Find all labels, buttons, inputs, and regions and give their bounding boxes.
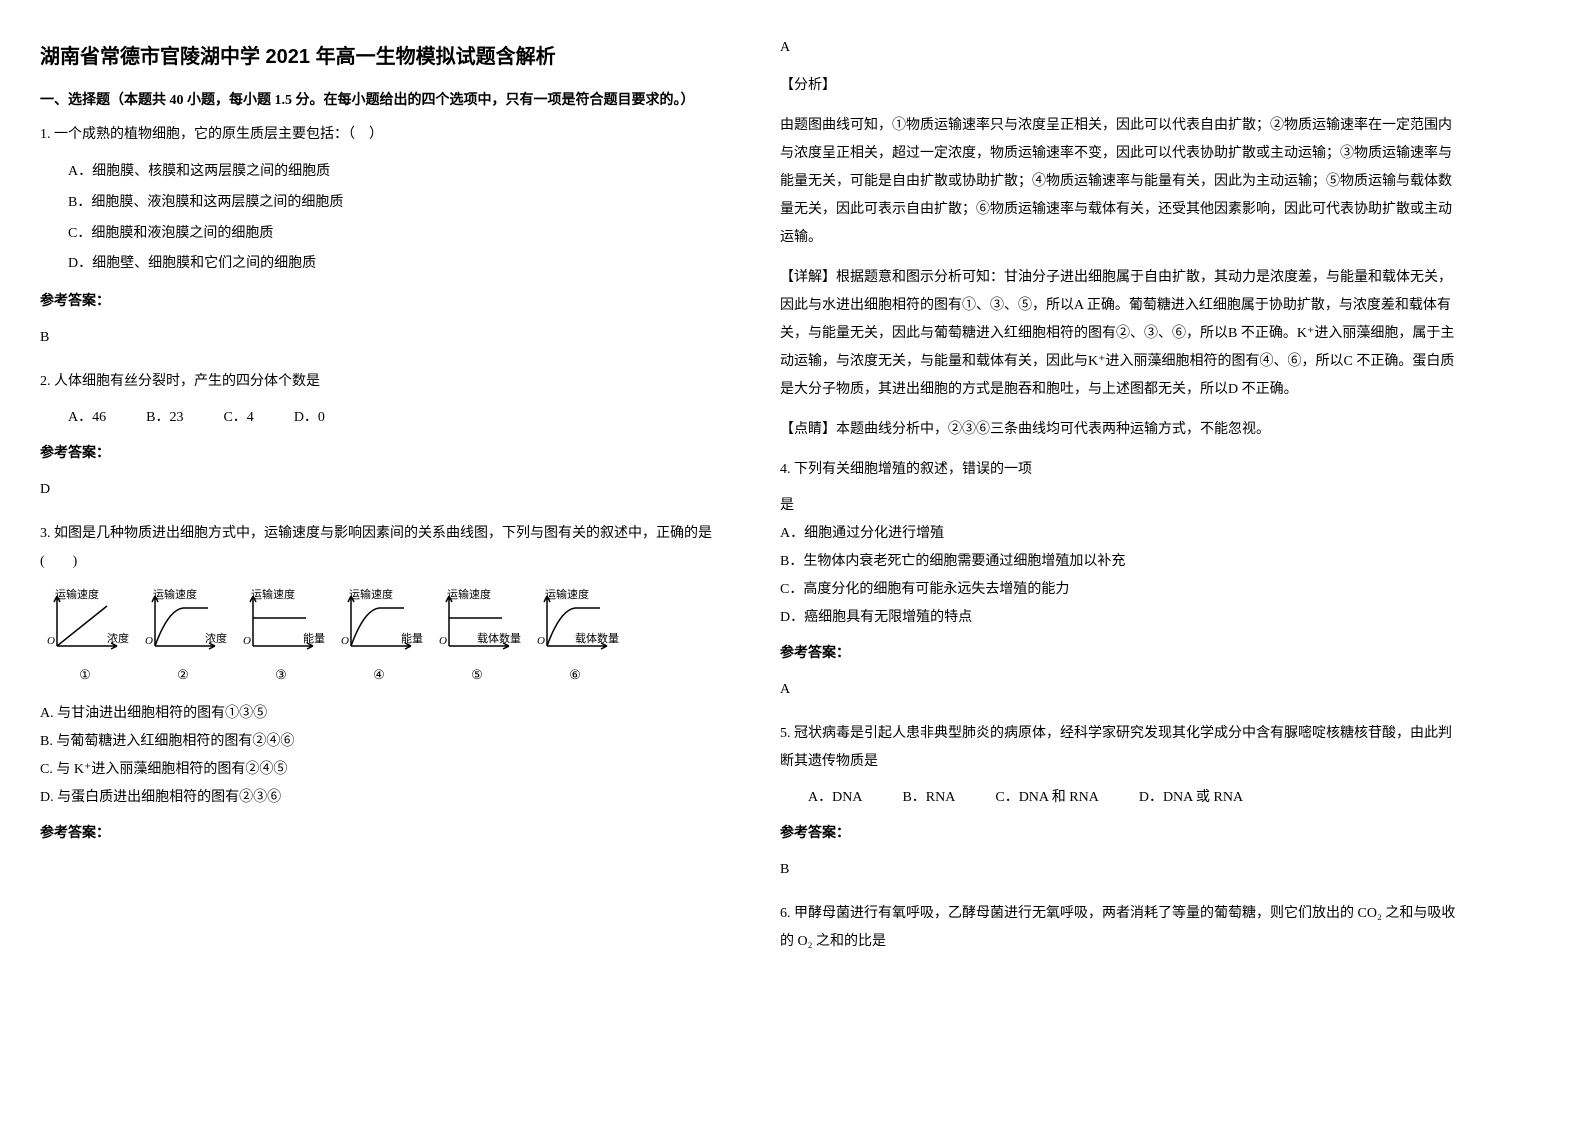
chart-ylabel-4: 运输速度 <box>349 584 393 606</box>
q3-point-label: 【点睛】 <box>780 422 836 437</box>
chart-num-4: ④ <box>373 662 385 688</box>
question-1: 1. 一个成熟的植物细胞，它的原生质层主要包括：（ ） A．细胞膜、核膜和这两层… <box>40 121 720 352</box>
q2-answer: D <box>40 476 720 504</box>
chart-origin-3: O <box>243 630 251 652</box>
q3-answer-label: 参考答案： <box>40 820 720 848</box>
chart-xlabel-4: 能量 <box>401 628 423 650</box>
chart-box-1: 运输速度O浓度 <box>45 588 125 658</box>
chart-origin-5: O <box>439 630 447 652</box>
chart-origin-2: O <box>145 630 153 652</box>
q4-opt-a: A．细胞通过分化进行增殖 <box>780 520 1460 548</box>
chart-num-5: ⑤ <box>471 662 483 688</box>
q1-opt-d: D．细胞壁、细胞膜和它们之间的细胞质 <box>68 249 720 280</box>
chart-6: 运输速度O载体数量 ⑥ <box>530 588 620 688</box>
q5-opt-c: C．DNA 和 RNA <box>995 784 1098 812</box>
right-column: A 【分析】 由题图曲线可知，①物质运输速率只与浓度呈正相关，因此可以代表自由扩… <box>780 40 1460 972</box>
chart-xlabel-5: 载体数量 <box>477 628 521 650</box>
chart-num-1: ① <box>79 662 91 688</box>
chart-box-5: 运输速度O载体数量 <box>437 588 517 658</box>
chart-ylabel-1: 运输速度 <box>55 584 99 606</box>
q3-charts: 运输速度O浓度 ① 运输速度O浓度 ② 运输速度O能量 ③ 运输速度O能量 ④ 运输速度O载体数… <box>40 588 720 688</box>
chart-1: 运输速度O浓度 ① <box>40 588 130 688</box>
question-3: 3. 如图是几种物质进出细胞方式中，运输速度与影响因素间的关系曲线图，下列与图有… <box>40 520 720 848</box>
q5-answer: B <box>780 856 1460 884</box>
question-5: 5. 冠状病毒是引起人患非典型肺炎的病原体，经科学家研究发现其化学成分中含有脲嘧… <box>780 720 1460 884</box>
q3-analysis: 【分析】 <box>780 72 1460 100</box>
q6-text: 6. 甲酵母菌进行有氧呼吸，乙酵母菌进行无氧呼吸，两者消耗了等量的葡萄糖，则它们… <box>780 900 1460 956</box>
q1-options: A．细胞膜、核膜和这两层膜之间的细胞质 B．细胞膜、液泡膜和这两层膜之间的细胞质… <box>40 157 720 280</box>
q5-answer-label: 参考答案： <box>780 820 1460 848</box>
q2-opt-a: A．46 <box>68 404 106 432</box>
chart-num-2: ② <box>177 662 189 688</box>
chart-box-3: 运输速度O能量 <box>241 588 321 658</box>
q4-opt-c: C．高度分化的细胞有可能永远失去增殖的能力 <box>780 576 1460 604</box>
chart-origin-4: O <box>341 630 349 652</box>
chart-xlabel-6: 载体数量 <box>575 628 619 650</box>
q3-answer: A <box>780 40 1460 56</box>
q5-options: A．DNA B．RNA C．DNA 和 RNA D．DNA 或 RNA <box>780 784 1460 812</box>
chart-origin-1: O <box>47 630 55 652</box>
chart-ylabel-3: 运输速度 <box>251 584 295 606</box>
chart-box-2: 运输速度O浓度 <box>143 588 223 658</box>
q2-opt-d: D．0 <box>294 404 325 432</box>
q5-opt-a: A．DNA <box>808 784 862 812</box>
q2-answer-label: 参考答案： <box>40 440 720 468</box>
q3-opt-c: C. 与 K⁺进入丽藻细胞相符的图有②④⑤ <box>40 756 720 784</box>
chart-ylabel-5: 运输速度 <box>447 584 491 606</box>
chart-5: 运输速度O载体数量 ⑤ <box>432 588 522 688</box>
q1-opt-c: C．细胞膜和液泡膜之间的细胞质 <box>68 219 720 250</box>
q5-opt-d: D．DNA 或 RNA <box>1139 784 1243 812</box>
chart-ylabel-2: 运输速度 <box>153 584 197 606</box>
chart-box-6: 运输速度O载体数量 <box>535 588 615 658</box>
q4-answer: A <box>780 676 1460 704</box>
left-column: 湖南省常德市官陵湖中学 2021 年高一生物模拟试题含解析 一、选择题（本题共 … <box>40 40 720 972</box>
q2-text: 2. 人体细胞有丝分裂时，产生的四分体个数是 <box>40 368 720 396</box>
q3-detail-text: 根据题意和图示分析可知：甘油分子进出细胞属于自由扩散，其动力是浓度差，与能量和载… <box>780 270 1454 397</box>
q1-text: 1. 一个成熟的植物细胞，它的原生质层主要包括：（ ） <box>40 121 720 149</box>
q1-answer: B <box>40 324 720 352</box>
question-2: 2. 人体细胞有丝分裂时，产生的四分体个数是 A．46 B．23 C．4 D．0… <box>40 368 720 504</box>
q3-opt-a: A. 与甘油进出细胞相符的图有①③⑤ <box>40 700 720 728</box>
chart-box-4: 运输速度O能量 <box>339 588 419 658</box>
chart-ylabel-6: 运输速度 <box>545 584 589 606</box>
q3-detail-label: 【详解】 <box>780 270 836 285</box>
q4-text2: 是 <box>780 492 1460 520</box>
q4-opt-d: D．癌细胞具有无限增殖的特点 <box>780 604 1460 632</box>
q3-analysis-label: 【分析】 <box>780 78 836 93</box>
q5-opt-b: B．RNA <box>902 784 955 812</box>
chart-xlabel-3: 能量 <box>303 628 325 650</box>
chart-num-6: ⑥ <box>569 662 581 688</box>
q3-point: 【点睛】本题曲线分析中，②③⑥三条曲线均可代表两种运输方式，不能忽视。 <box>780 416 1460 444</box>
q1-answer-label: 参考答案： <box>40 288 720 316</box>
q3-text: 3. 如图是几种物质进出细胞方式中，运输速度与影响因素间的关系曲线图，下列与图有… <box>40 520 720 576</box>
q2-options: A．46 B．23 C．4 D．0 <box>40 404 720 432</box>
page-container: 湖南省常德市官陵湖中学 2021 年高一生物模拟试题含解析 一、选择题（本题共 … <box>40 40 1547 972</box>
q2-opt-c: C．4 <box>223 404 253 432</box>
q2-opt-b: B．23 <box>146 404 183 432</box>
chart-origin-6: O <box>537 630 545 652</box>
q3-opt-b: B. 与葡萄糖进入红细胞相符的图有②④⑥ <box>40 728 720 756</box>
chart-3: 运输速度O能量 ③ <box>236 588 326 688</box>
q3-detail: 【详解】根据题意和图示分析可知：甘油分子进出细胞属于自由扩散，其动力是浓度差，与… <box>780 264 1460 404</box>
q4-answer-label: 参考答案： <box>780 640 1460 668</box>
question-6: 6. 甲酵母菌进行有氧呼吸，乙酵母菌进行无氧呼吸，两者消耗了等量的葡萄糖，则它们… <box>780 900 1460 956</box>
q5-text: 5. 冠状病毒是引起人患非典型肺炎的病原体，经科学家研究发现其化学成分中含有脲嘧… <box>780 720 1460 776</box>
q1-opt-a: A．细胞膜、核膜和这两层膜之间的细胞质 <box>68 157 720 188</box>
q4-text: 4. 下列有关细胞增殖的叙述，错误的一项 <box>780 456 1460 484</box>
chart-2: 运输速度O浓度 ② <box>138 588 228 688</box>
chart-xlabel-1: 浓度 <box>107 628 129 650</box>
question-4: 4. 下列有关细胞增殖的叙述，错误的一项 是 A．细胞通过分化进行增殖 B．生物… <box>780 456 1460 704</box>
q3-opt-d: D. 与蛋白质进出细胞相符的图有②③⑥ <box>40 784 720 812</box>
q1-opt-b: B．细胞膜、液泡膜和这两层膜之间的细胞质 <box>68 188 720 219</box>
q3-point-text: 本题曲线分析中，②③⑥三条曲线均可代表两种运输方式，不能忽视。 <box>836 422 1270 437</box>
document-title: 湖南省常德市官陵湖中学 2021 年高一生物模拟试题含解析 <box>40 40 720 69</box>
q4-opt-b: B．生物体内衰老死亡的细胞需要通过细胞增殖加以补充 <box>780 548 1460 576</box>
chart-4: 运输速度O能量 ④ <box>334 588 424 688</box>
q3-analysis-text: 由题图曲线可知，①物质运输速率只与浓度呈正相关，因此可以代表自由扩散；②物质运输… <box>780 112 1460 252</box>
chart-num-3: ③ <box>275 662 287 688</box>
section-header: 一、选择题（本题共 40 小题，每小题 1.5 分。在每小题给出的四个选项中，只… <box>40 89 720 109</box>
chart-xlabel-2: 浓度 <box>205 628 227 650</box>
